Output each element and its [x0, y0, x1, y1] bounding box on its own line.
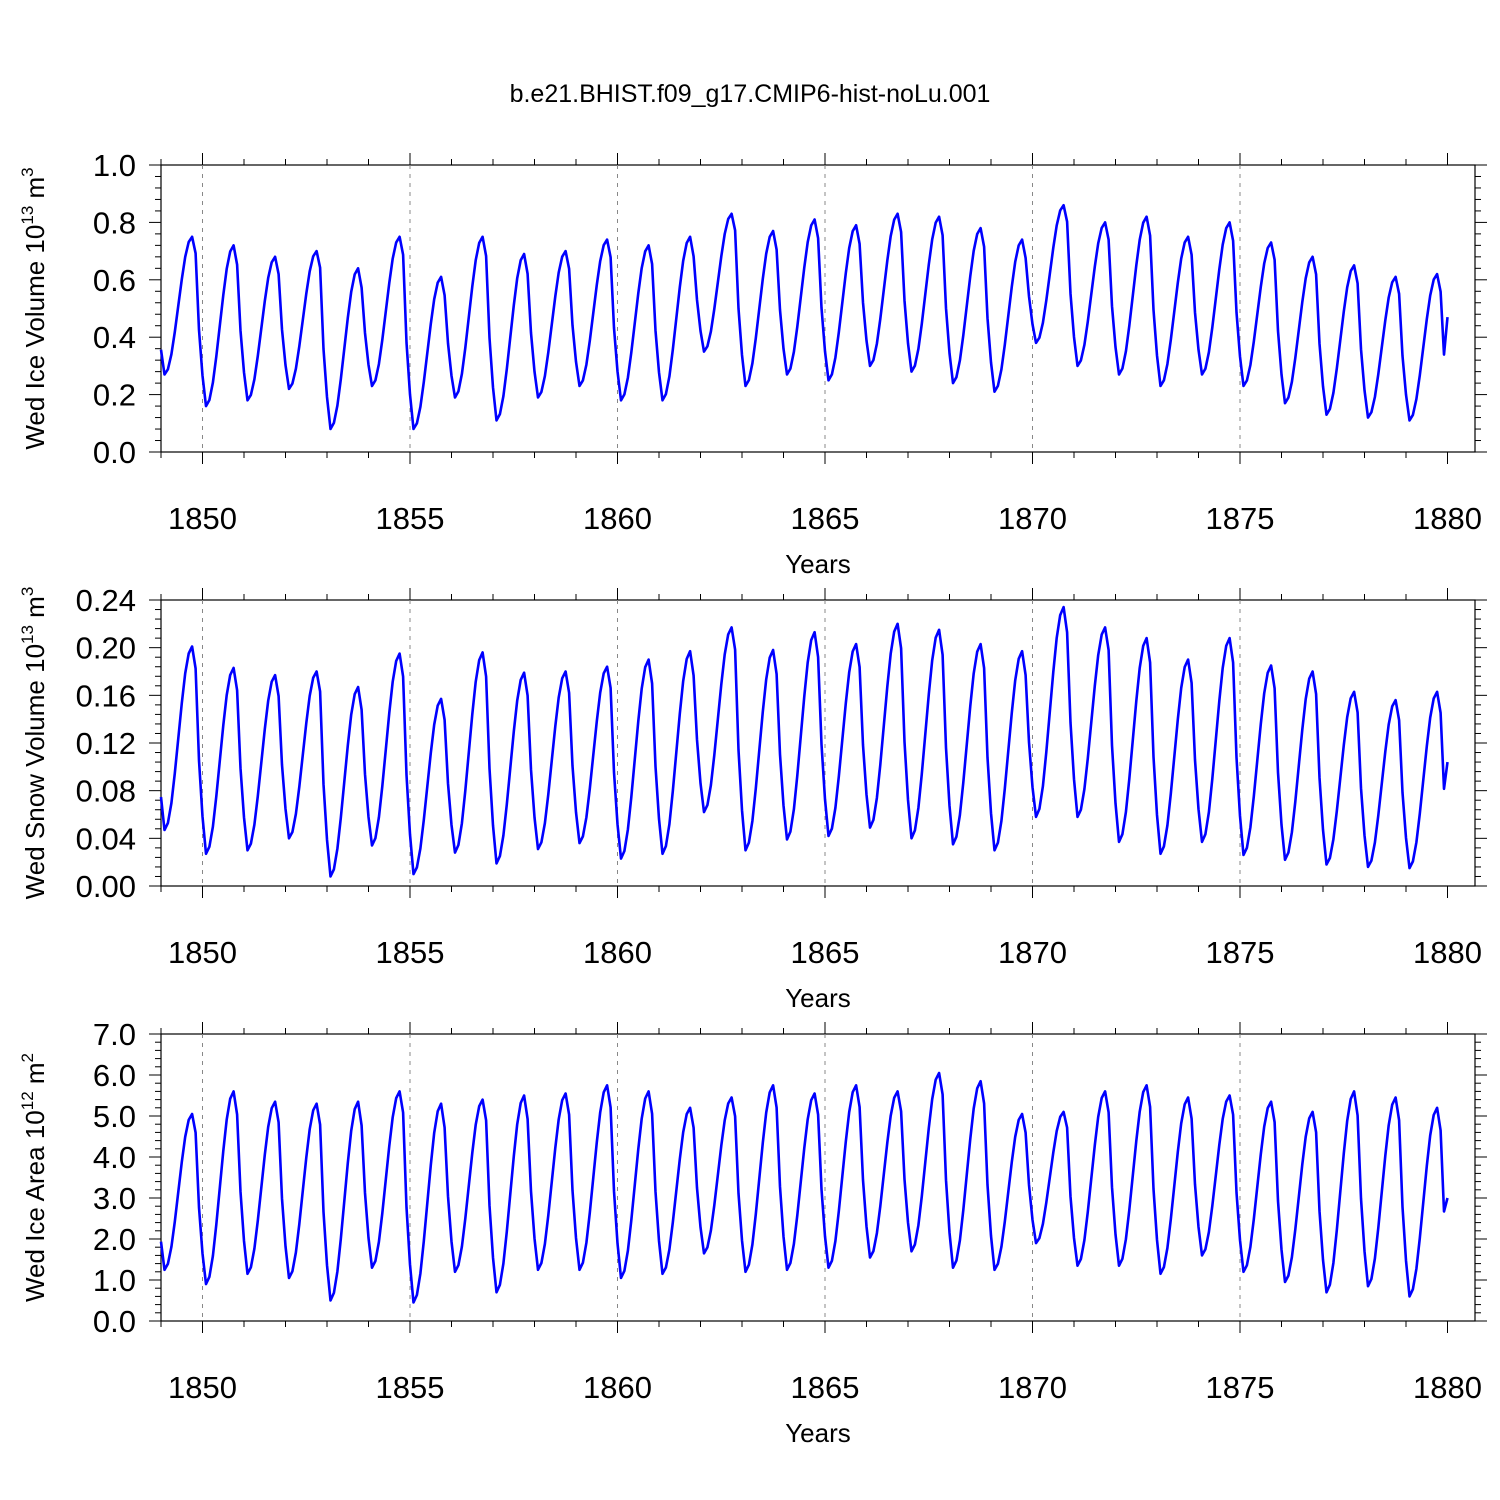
x-tick-label: 1875 [1206, 501, 1275, 536]
panel-2: 0.00 0.04 0.08 0.12 0.16 0.20 0.24 1850 1855 1860… [18, 583, 1487, 1013]
y-tick-label: 4.0 [93, 1140, 136, 1175]
y-tick-label: 0.0 [93, 1304, 136, 1339]
chart-title: b.e21.BHIST.f09_g17.CMIP6-hist-noLu.001 [510, 80, 991, 108]
y-tick-label: 0.4 [93, 320, 136, 355]
x-axis-label: Years [785, 549, 851, 579]
y-tick-label: 3.0 [93, 1181, 136, 1216]
x-tick-label: 1870 [998, 1370, 1067, 1405]
x-tick-label: 1865 [791, 935, 860, 970]
series-line-1 [159, 605, 1449, 878]
x-tick-label: 1860 [583, 935, 652, 970]
y-tick-label: 0.12 [76, 726, 136, 761]
x-tick-label: 1880 [1413, 935, 1482, 970]
y-tick-label: 2.0 [93, 1222, 136, 1257]
plot-frame [160, 1033, 1476, 1322]
x-tick-label: 1865 [791, 501, 860, 536]
x-tick-label: 1850 [168, 501, 237, 536]
x-tick-label: 1875 [1206, 1370, 1275, 1405]
x-tick-label: 1865 [791, 1370, 860, 1405]
series-line-1 [159, 1071, 1449, 1304]
y-tick-label: 0.08 [76, 774, 136, 809]
panels: 0.0 0.2 0.4 0.6 0.8 1.0 1850 1855 1860 1865 1870 18… [18, 148, 1487, 1448]
y-tick-label: 0.8 [93, 205, 136, 240]
y-tick-label: 1.0 [93, 1263, 136, 1298]
x-tick-label: 1850 [168, 1370, 237, 1405]
y-tick-label: 0.20 [76, 631, 136, 666]
y-tick-label: 0.16 [76, 678, 136, 713]
y-tick-label: 0.24 [76, 583, 136, 618]
y-tick-label: 0.00 [76, 869, 136, 904]
x-tick-label: 1855 [376, 935, 445, 970]
y-tick-label: 0.04 [76, 821, 136, 856]
y-axis-label: Wed Ice Area 1012 m2 [18, 1053, 50, 1302]
y-axis-label: Wed Ice Volume 1013 m3 [18, 167, 50, 449]
y-tick-label: 7.0 [93, 1017, 136, 1052]
y-tick-label: 5.0 [93, 1099, 136, 1134]
x-axis-label: Years [785, 1418, 851, 1448]
x-tick-label: 1855 [376, 501, 445, 536]
x-tick-label: 1875 [1206, 935, 1275, 970]
series-line-1 [159, 203, 1449, 431]
x-tick-label: 1880 [1413, 1370, 1482, 1405]
x-tick-label: 1860 [583, 501, 652, 536]
panel-1: 0.0 0.2 0.4 0.6 0.8 1.0 1850 1855 1860 1865 1870 18… [18, 148, 1487, 579]
x-tick-label: 1870 [998, 501, 1067, 536]
x-tick-label: 1880 [1413, 501, 1482, 536]
y-tick-label: 1.0 [93, 148, 136, 183]
y-tick-label: 6.0 [93, 1058, 136, 1093]
panel-3: 0.0 1.0 2.0 3.0 4.0 5.0 6.0 7.0 1850 1855 1860 1865… [18, 1017, 1487, 1448]
y-tick-label: 0.2 [93, 378, 136, 413]
x-tick-label: 1855 [376, 1370, 445, 1405]
y-tick-label: 0.6 [93, 263, 136, 298]
x-tick-label: 1850 [168, 935, 237, 970]
y-tick-label: 0.0 [93, 435, 136, 470]
y-axis-label: Wed Snow Volume 1013 m3 [18, 587, 50, 900]
plot-frame [160, 164, 1476, 453]
x-tick-label: 1860 [583, 1370, 652, 1405]
x-tick-label: 1870 [998, 935, 1067, 970]
x-axis-label: Years [785, 983, 851, 1013]
